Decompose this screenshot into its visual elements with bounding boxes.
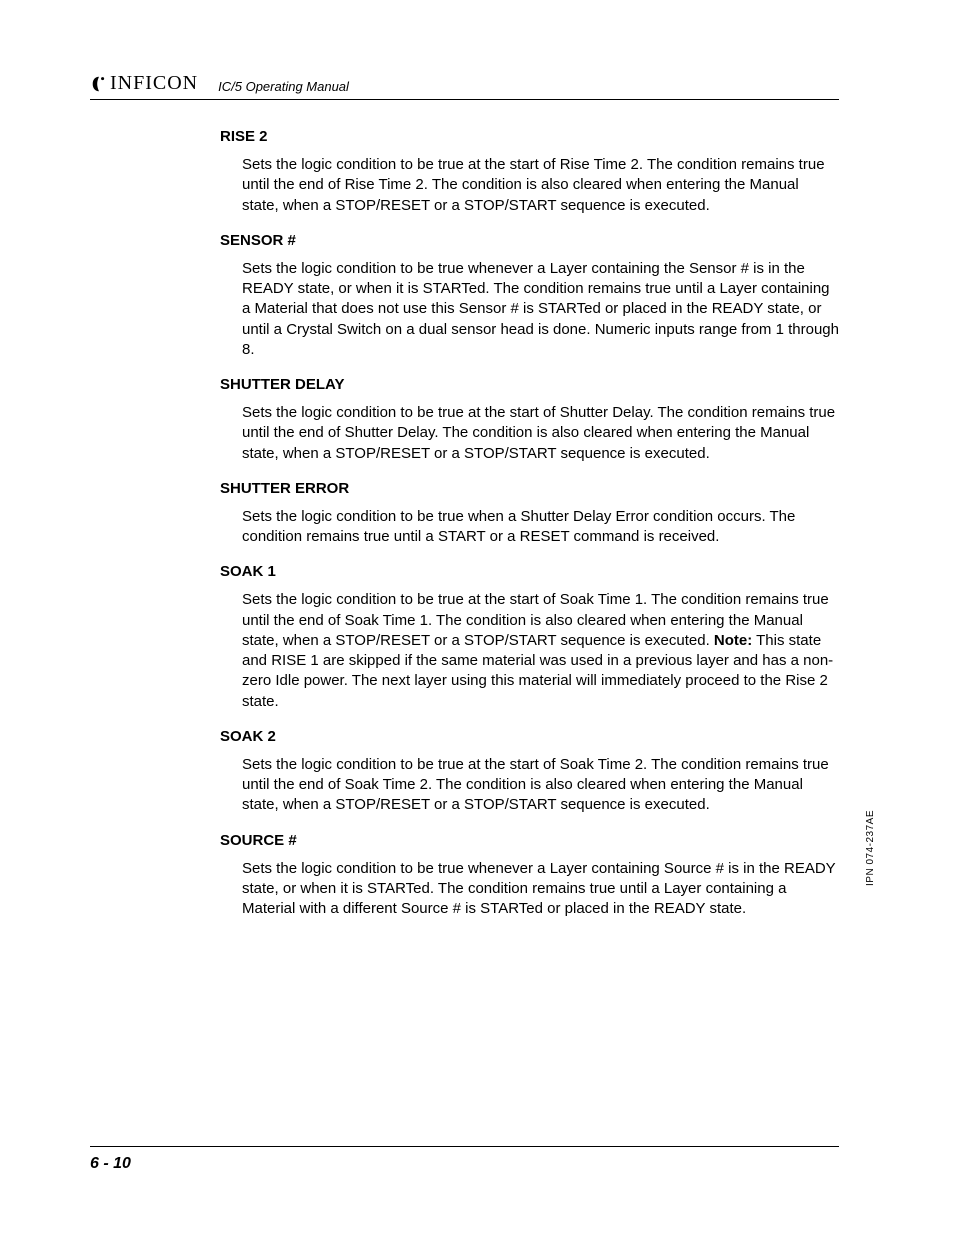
- section-body: Sets the logic condition to be true at t…: [242, 403, 839, 464]
- section-heading: SHUTTER ERROR: [220, 480, 839, 497]
- section-body: Sets the logic condition to be true when…: [242, 507, 839, 548]
- section-source: SOURCE # Sets the logic condition to be …: [220, 832, 839, 920]
- section-body: Sets the logic condition to be true when…: [242, 859, 839, 920]
- page-footer: 6 - 10: [90, 1146, 839, 1173]
- section-rise-2: RISE 2 Sets the logic condition to be tr…: [220, 128, 839, 216]
- logo-text: INFICON: [110, 72, 198, 95]
- page-number: 6 - 10: [90, 1155, 131, 1172]
- section-shutter-delay: SHUTTER DELAY Sets the logic condition t…: [220, 376, 839, 464]
- section-body: Sets the logic condition to be true at t…: [242, 590, 839, 712]
- logo-icon: [90, 75, 108, 93]
- content-area: RISE 2 Sets the logic condition to be tr…: [220, 128, 839, 919]
- document-title: IC/5 Operating Manual: [218, 79, 349, 95]
- page-header: INFICON IC/5 Operating Manual: [90, 72, 839, 100]
- side-note: IPN 074-237AE: [865, 810, 876, 886]
- note-label: Note:: [714, 632, 752, 649]
- section-heading: SOURCE #: [220, 832, 839, 849]
- section-soak-2: SOAK 2 Sets the logic condition to be tr…: [220, 728, 839, 816]
- section-sensor: SENSOR # Sets the logic condition to be …: [220, 232, 839, 360]
- section-heading: RISE 2: [220, 128, 839, 145]
- section-heading: SOAK 1: [220, 563, 839, 580]
- section-body: Sets the logic condition to be true when…: [242, 259, 839, 360]
- section-body: Sets the logic condition to be true at t…: [242, 155, 839, 216]
- page-container: INFICON IC/5 Operating Manual RISE 2 Set…: [0, 0, 954, 1235]
- section-soak-1: SOAK 1 Sets the logic condition to be tr…: [220, 563, 839, 712]
- section-heading: SHUTTER DELAY: [220, 376, 839, 393]
- section-heading: SENSOR #: [220, 232, 839, 249]
- company-logo: INFICON: [90, 72, 198, 95]
- section-shutter-error: SHUTTER ERROR Sets the logic condition t…: [220, 480, 839, 548]
- section-body: Sets the logic condition to be true at t…: [242, 755, 839, 816]
- section-heading: SOAK 2: [220, 728, 839, 745]
